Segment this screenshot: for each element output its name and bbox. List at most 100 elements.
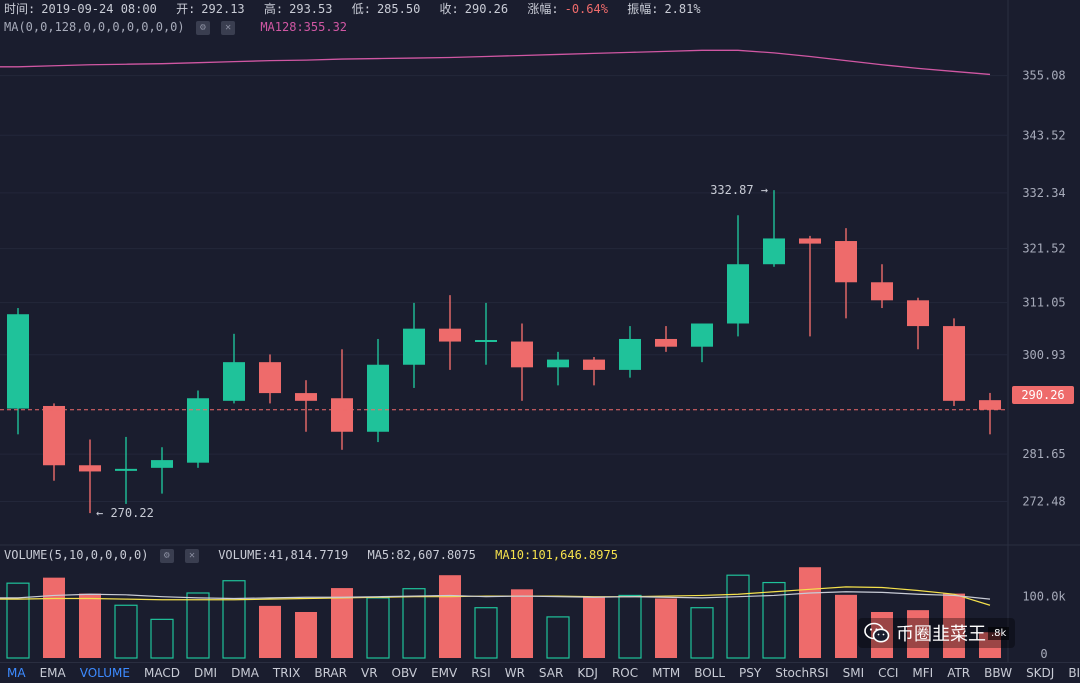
volume-bar — [331, 588, 353, 658]
price-tick-label: 311.05 — [1022, 296, 1065, 310]
indicator-psy[interactable]: PSY — [739, 666, 762, 680]
current-price-tag: 290.26 — [1012, 386, 1074, 404]
indicator-dmi[interactable]: DMI — [193, 666, 218, 680]
time-label: 时间: — [4, 2, 36, 16]
candle-body — [115, 468, 137, 471]
candle-body — [151, 460, 173, 468]
close-icon[interactable]: ✕ — [184, 548, 199, 563]
candle-body — [511, 341, 533, 368]
indicator-mfi[interactable]: MFI — [912, 666, 934, 680]
time-value: 2019-09-24 08:00 — [41, 2, 157, 16]
price-tick-label: 300.93 — [1022, 348, 1065, 362]
indicator-smi[interactable]: SMI — [842, 666, 865, 680]
volume-bar — [259, 605, 281, 658]
candle-body — [871, 282, 893, 301]
volume-bars — [0, 544, 1080, 659]
indicator-ma[interactable]: MA — [7, 666, 26, 680]
volume-bar — [726, 574, 750, 659]
candle-body — [187, 398, 209, 463]
ma128-line — [0, 49, 991, 76]
candle-body — [43, 405, 65, 466]
volume-ma5-value: MA5:82,607.8075 — [367, 548, 476, 562]
candle-body — [943, 326, 965, 401]
volume-tick-label: 0 — [1040, 647, 1047, 661]
indicator-vr[interactable]: VR — [360, 666, 378, 680]
ma128-value: MA128:355.32 — [260, 20, 348, 34]
close-label: 收: — [439, 2, 459, 16]
indicator-kdj[interactable]: KDJ — [577, 666, 598, 680]
volume-bar — [690, 607, 714, 659]
candle-body — [547, 359, 569, 368]
volume-bar — [150, 618, 174, 659]
candles — [7, 190, 1001, 514]
volume-bar — [366, 597, 390, 659]
candle-body — [367, 364, 389, 432]
volume-ma10-series — [0, 586, 991, 606]
volume-bar — [79, 593, 101, 658]
candle-body — [403, 328, 425, 365]
indicator-ema[interactable]: EMA — [39, 666, 66, 680]
candle-body — [223, 362, 245, 401]
volume-ma5-series — [0, 591, 991, 600]
volume-tick-label: 100.0k — [1022, 590, 1066, 604]
candle-body — [763, 238, 785, 265]
close-icon[interactable]: ✕ — [221, 20, 236, 35]
settings-icon[interactable]: ⚙ — [195, 20, 210, 35]
max-price-label: 332.87 → — [710, 183, 768, 197]
indicator-sar[interactable]: SAR — [538, 666, 564, 680]
volume-bar — [583, 596, 605, 658]
indicator-rsi[interactable]: RSI — [471, 666, 491, 680]
volume-bar — [943, 593, 965, 658]
volume-ma10-value: MA10:101,646.8975 — [495, 548, 618, 562]
candle-body — [439, 328, 461, 342]
volume-bar — [186, 592, 210, 659]
indicator-emv[interactable]: EMV — [431, 666, 458, 680]
candle-body — [799, 238, 821, 244]
indicator-wr[interactable]: WR — [504, 666, 525, 680]
candle-body — [79, 465, 101, 472]
volume-bar — [799, 567, 821, 658]
amplitude-label: 振幅: — [627, 2, 659, 16]
candlestick-chart: 355.08 343.52 332.34 321.52 311.05 300.93 281.… — [0, 0, 1080, 662]
candle-body — [475, 340, 497, 342]
candle-body — [583, 359, 605, 370]
indicator-stochrsi[interactable]: StochRSI — [775, 666, 829, 680]
price-tick-label: 321.52 — [1022, 242, 1065, 256]
indicator-brar[interactable]: BRAR — [314, 666, 347, 680]
settings-icon[interactable]: ⚙ — [159, 548, 174, 563]
indicator-mtm[interactable]: MTM — [652, 666, 681, 680]
indicator-trix[interactable]: TRIX — [272, 666, 301, 680]
volume-legend: VOLUME(5,10,0,0,0,0) ⚙ ✕ VOLUME:41,814.7… — [4, 548, 618, 563]
close-value: 290.26 — [464, 2, 509, 16]
indicator-skdj[interactable]: SKDJ — [1026, 666, 1055, 680]
volume-legend-label: VOLUME(5,10,0,0,0,0) — [4, 548, 149, 562]
indicator-volume[interactable]: VOLUME — [79, 666, 130, 680]
open-value: 292.13 — [201, 2, 245, 16]
price-tick-label: 355.08 — [1022, 69, 1065, 83]
price-tick-label: 281.65 — [1022, 447, 1065, 461]
indicator-bbw[interactable]: BBW — [984, 666, 1013, 680]
candle-body — [7, 314, 29, 409]
indicator-bias[interactable]: BIAS — [1068, 666, 1080, 680]
wechat-icon — [864, 622, 890, 643]
volume-value: VOLUME:41,814.7719 — [218, 548, 349, 562]
candle-body — [655, 338, 677, 347]
volume-bar — [402, 588, 426, 659]
price-axis: 355.08 343.52 332.34 321.52 311.05 300.93 281.… — [1022, 69, 1065, 509]
candle-body — [727, 264, 749, 324]
amplitude-value: 2.81% — [664, 2, 701, 16]
indicator-macd[interactable]: MACD — [143, 666, 180, 680]
indicator-obv[interactable]: OBV — [391, 666, 418, 680]
change-label: 涨幅: — [527, 2, 559, 16]
min-price-label: ← 270.22 — [96, 506, 154, 520]
watermark: 币圈韭菜王 .8k — [858, 618, 1016, 648]
indicator-atr[interactable]: ATR — [947, 666, 971, 680]
low-value: 285.50 — [376, 2, 421, 16]
candle-body — [907, 300, 929, 327]
indicator-boll[interactable]: BOLL — [694, 666, 726, 680]
indicator-roc[interactable]: ROC — [611, 666, 639, 680]
volume-bar — [655, 598, 677, 658]
indicator-cci[interactable]: CCI — [878, 666, 899, 680]
indicator-dma[interactable]: DMA — [231, 666, 259, 680]
watermark-badge: .8k — [988, 626, 1010, 640]
